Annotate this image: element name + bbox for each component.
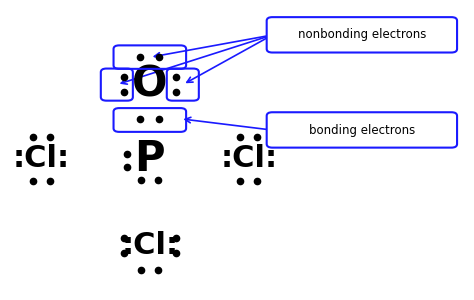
Text: :Cl:: :Cl: <box>13 144 70 173</box>
Text: P: P <box>135 138 165 180</box>
Text: :Cl:: :Cl: <box>220 144 277 173</box>
Text: O: O <box>132 64 168 106</box>
FancyBboxPatch shape <box>267 17 457 52</box>
Text: bonding electrons: bonding electrons <box>309 124 415 136</box>
Text: :Cl:: :Cl: <box>121 231 178 260</box>
Text: nonbonding electrons: nonbonding electrons <box>298 28 426 41</box>
FancyBboxPatch shape <box>267 112 457 148</box>
